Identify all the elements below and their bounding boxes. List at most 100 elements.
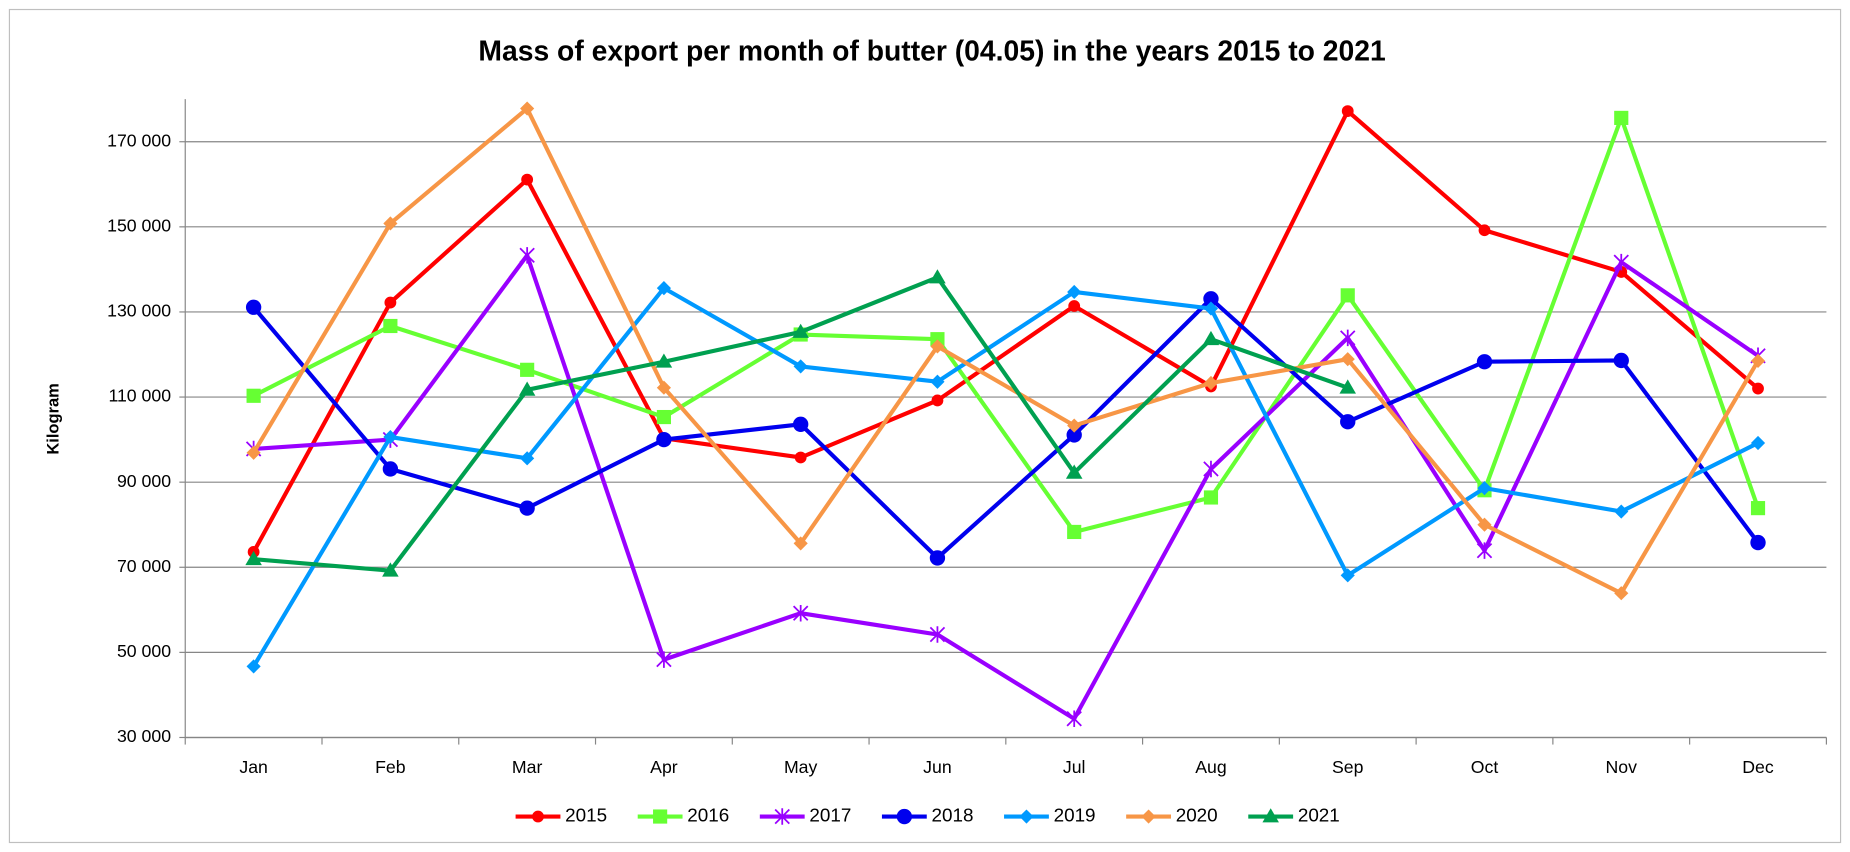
x-tick-label: Feb	[375, 757, 406, 777]
marker	[382, 461, 399, 477]
marker	[520, 101, 535, 116]
marker	[656, 431, 672, 448]
marker	[656, 651, 672, 668]
y-tick-label: 30 000	[117, 726, 171, 746]
marker	[1477, 517, 1492, 532]
marker	[930, 339, 945, 354]
marker	[1065, 464, 1083, 479]
marker	[1203, 291, 1219, 307]
marker	[793, 416, 809, 432]
x-tick-label: Jun	[923, 757, 952, 777]
marker	[1141, 809, 1156, 824]
marker	[929, 626, 946, 643]
y-tick-label: 90 000	[117, 471, 171, 491]
marker	[246, 445, 261, 460]
marker	[930, 374, 945, 389]
marker	[794, 451, 807, 464]
marker	[1202, 330, 1220, 346]
marker	[1067, 284, 1082, 300]
marker	[519, 500, 535, 516]
legend-label: 2019	[1054, 805, 1096, 826]
marker	[246, 388, 261, 403]
x-tick-label: Apr	[650, 757, 678, 777]
legend-label: 2017	[809, 805, 851, 826]
marker	[1262, 808, 1279, 823]
marker	[1203, 301, 1219, 316]
marker	[1613, 253, 1629, 271]
marker	[656, 409, 671, 425]
marker	[1340, 288, 1355, 303]
marker	[1203, 460, 1219, 478]
marker	[929, 269, 946, 284]
x-tick-label: Nov	[1606, 757, 1638, 777]
chart-title: Mass of export per month of butter (04.0…	[478, 35, 1385, 67]
x-tick-label: Mar	[512, 757, 543, 777]
marker	[246, 659, 261, 674]
x-tick-label: Aug	[1195, 757, 1226, 777]
y-tick-label: 150 000	[107, 216, 171, 236]
marker	[518, 381, 536, 396]
y-axis-label: Kilogram	[45, 383, 63, 455]
marker	[1614, 110, 1629, 125]
marker	[384, 296, 397, 309]
marker	[383, 318, 398, 334]
marker	[896, 808, 913, 825]
marker	[931, 394, 944, 407]
marker	[1340, 568, 1355, 583]
marker	[655, 353, 673, 368]
x-tick-label: Jan	[239, 757, 268, 777]
marker	[382, 562, 399, 577]
marker	[1614, 504, 1629, 519]
marker	[792, 604, 809, 622]
series-line	[251, 109, 1760, 553]
y-tick-label: 130 000	[107, 301, 171, 321]
x-tick-label: Oct	[1471, 757, 1499, 777]
marker	[1614, 586, 1629, 601]
legend-label: 2016	[687, 805, 729, 826]
series-line	[253, 253, 1760, 721]
marker	[532, 810, 544, 823]
marker	[383, 429, 398, 445]
marker	[774, 808, 790, 825]
marker	[1752, 382, 1764, 395]
x-tick-label: Jul	[1063, 757, 1086, 777]
marker	[1750, 501, 1766, 516]
marker	[1066, 427, 1082, 443]
marker	[656, 380, 671, 395]
marker	[519, 247, 535, 264]
marker	[1067, 418, 1082, 433]
marker	[1613, 352, 1629, 369]
legend-label: 2015	[565, 805, 607, 826]
marker	[1203, 375, 1219, 391]
marker	[245, 550, 262, 566]
marker	[792, 323, 809, 338]
x-tick-label: May	[784, 757, 818, 777]
marker	[245, 299, 262, 315]
series	[246, 281, 1766, 674]
series-line	[252, 296, 1760, 560]
marker	[1203, 490, 1219, 505]
marker	[1340, 329, 1356, 347]
series-line	[251, 106, 1760, 596]
series-line	[252, 115, 1760, 535]
y-tick-label: 170 000	[107, 130, 171, 150]
y-tick-label: 110 000	[108, 386, 171, 406]
legend-label: 2021	[1298, 805, 1340, 826]
marker	[383, 216, 398, 231]
marker	[930, 332, 945, 347]
marker	[656, 281, 671, 296]
marker	[1750, 435, 1766, 451]
marker	[653, 809, 668, 824]
marker	[1476, 542, 1493, 559]
marker	[1068, 300, 1081, 312]
marker	[520, 451, 535, 466]
marker	[520, 362, 535, 377]
marker	[1477, 481, 1492, 496]
series	[245, 269, 1356, 577]
marker	[1750, 353, 1766, 368]
marker	[793, 359, 808, 374]
y-tick-label: 70 000	[117, 556, 171, 576]
series	[245, 291, 1766, 566]
marker	[1340, 414, 1356, 430]
series	[246, 101, 1766, 601]
